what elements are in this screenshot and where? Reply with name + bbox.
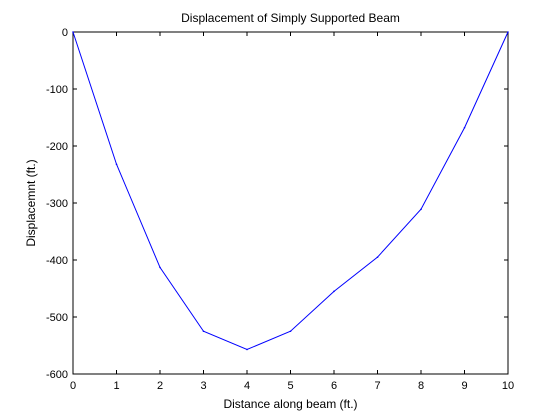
y-tick-label: -600 [46, 369, 68, 381]
data-point [72, 31, 74, 33]
data-point [246, 348, 248, 351]
data-point [115, 163, 118, 166]
plot-area [72, 31, 509, 375]
data-point [202, 330, 205, 333]
x-tick-label: 7 [374, 380, 380, 392]
data-point [159, 266, 161, 269]
x-tick-label: 4 [244, 380, 250, 392]
y-tick-label: -200 [46, 141, 68, 153]
x-tick-label: 10 [502, 380, 514, 392]
x-tick-label: 5 [287, 380, 293, 392]
y-axis-label: Displacemnt (ft.) [24, 159, 38, 246]
x-tick-label: 8 [418, 380, 424, 392]
ticks-layer: 0 1 2 3 4 5 6 7 8 9 10 0 -100 -200 -300 -400 -500 -600 [46, 27, 514, 392]
x-tick-label: 0 [70, 380, 76, 392]
data-point [420, 208, 422, 211]
x-axis-label: Distance along beam (ft.) [223, 397, 357, 411]
series-layer [72, 31, 509, 351]
x-tick-label: 9 [461, 380, 467, 392]
x-tick-label: 3 [200, 380, 206, 392]
x-tick-label: 1 [113, 380, 119, 392]
x-tick-label: 2 [157, 380, 163, 392]
data-point [289, 330, 292, 333]
data-point [463, 126, 466, 129]
y-tick-label: -400 [46, 255, 68, 267]
data-point [507, 31, 509, 33]
y-tick-label: -500 [46, 312, 68, 324]
y-tick-label: -100 [46, 84, 68, 96]
y-tick-label: 0 [62, 27, 68, 39]
data-point [333, 290, 335, 293]
x-tick-label: 6 [331, 380, 337, 392]
chart-title: Displacement of Simply Supported Beam [181, 11, 400, 25]
y-tick-label: -300 [46, 198, 68, 210]
data-point [376, 256, 379, 258]
